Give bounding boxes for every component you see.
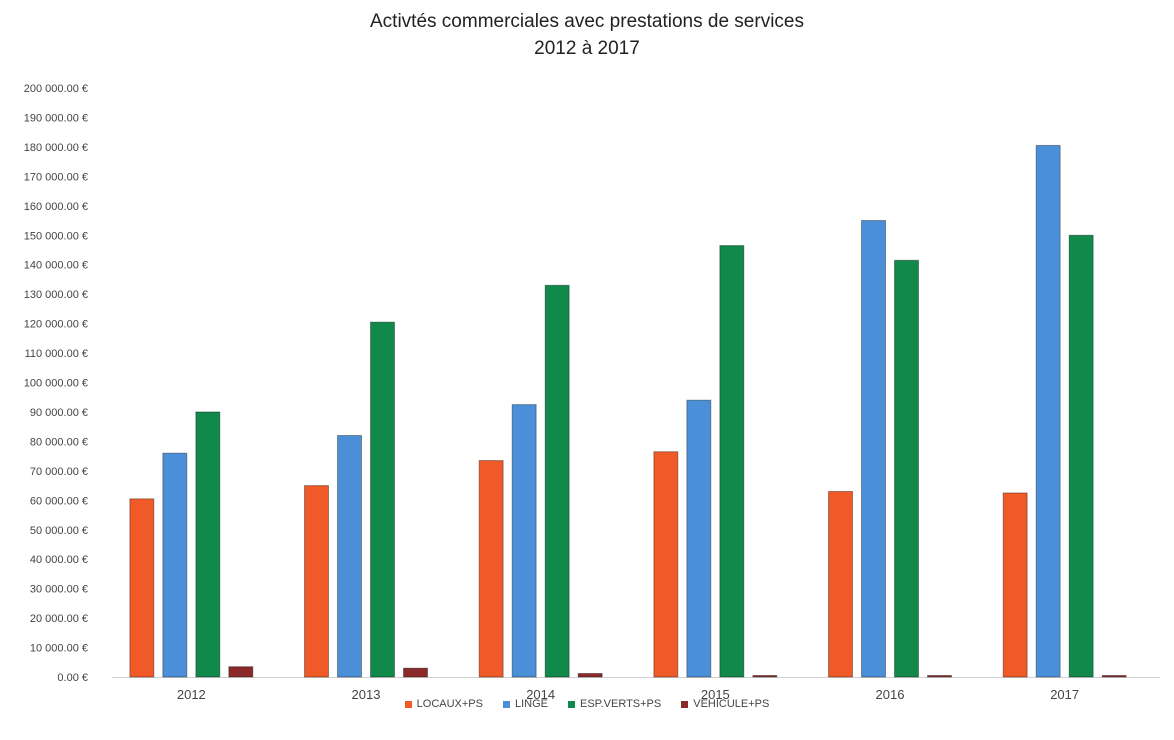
legend-label: LOCAUX+PS xyxy=(416,698,483,710)
bar-esp-verts-ps-2014 xyxy=(544,284,570,678)
bar-locaux-ps-2016 xyxy=(828,490,853,678)
x-tick-label: 2017 xyxy=(1050,687,1079,702)
y-tick-label: 110 000.00 € xyxy=(25,348,88,360)
x-axis: 2012 2013 2014 2015 2016 2017 xyxy=(177,687,1079,702)
y-tick-label: 120 000.00 € xyxy=(24,319,88,331)
y-tick-label: 80 000.00 € xyxy=(30,436,88,448)
chart-title-block: Activtés commerciales avec prestations d… xyxy=(0,8,1174,62)
bar-linge-2016 xyxy=(861,220,886,678)
legend-swatch xyxy=(404,700,412,708)
y-tick-label: 20 000.00 € xyxy=(30,613,88,625)
y-tick-label: 140 000.00 € xyxy=(24,260,88,272)
bar-esp-verts-ps-2015 xyxy=(719,245,745,678)
x-tick-label: 2014 xyxy=(526,687,555,702)
x-tick-label: 2016 xyxy=(876,687,905,702)
y-tick-label: 100 000.00 € xyxy=(24,378,88,390)
y-tick-label: 50 000.00 € xyxy=(30,525,88,537)
bar-vehicule-ps-2014 xyxy=(577,672,603,678)
y-tick-label: 170 000.00 € xyxy=(24,171,88,183)
bar-esp-verts-ps-2012 xyxy=(195,411,221,678)
y-tick-label: 60 000.00 € xyxy=(30,495,88,507)
legend-label: VEHICULE+PS xyxy=(693,698,770,710)
y-tick-label: 0.00 € xyxy=(57,672,88,684)
bar-esp-verts-ps-2017 xyxy=(1068,234,1094,678)
bar-vehicule-ps-2013 xyxy=(403,667,428,678)
bar-vehicule-ps-2017 xyxy=(1101,675,1127,678)
legend-label: ESP.VERTS+PS xyxy=(580,698,662,710)
bar-linge-2012 xyxy=(162,452,188,678)
legend-swatch xyxy=(568,700,575,708)
bar-vehicule-ps-2016 xyxy=(927,675,952,678)
legend-item: LOCAUX+PS xyxy=(404,698,483,710)
bar-linge-2013 xyxy=(337,435,362,678)
legend-item: ESP.VERTS+PS xyxy=(568,698,661,710)
x-tick-label: 2012 xyxy=(177,687,206,702)
legend-swatch xyxy=(681,700,689,708)
legend-item: VEHICULE+PS xyxy=(681,698,769,710)
y-axis: 0.00 € 10 000.00 € 20 000.00 € 30 000.00 € 4… xyxy=(24,83,1160,684)
bar-linge-2014 xyxy=(511,404,537,678)
legend-label: LINGE xyxy=(514,698,548,710)
y-tick-label: 200 000.00 € xyxy=(24,83,88,95)
bar-vehicule-ps-2015 xyxy=(752,675,778,678)
y-tick-label: 190 000.00 € xyxy=(24,112,88,124)
y-tick-label: 40 000.00 € xyxy=(30,554,88,566)
x-tick-label: 2015 xyxy=(701,687,730,702)
bar-locaux-ps-2012 xyxy=(129,498,155,678)
bar-locaux-ps-2017 xyxy=(1002,492,1028,678)
chart-subtitle: 2012 à 2017 xyxy=(534,38,640,59)
y-tick-label: 130 000.00 € xyxy=(24,289,88,301)
y-tick-label: 30 000.00 € xyxy=(30,584,88,596)
y-tick-label: 150 000.00 € xyxy=(24,230,88,242)
bar-linge-2015 xyxy=(686,399,712,678)
y-tick-label: 90 000.00 € xyxy=(30,407,88,419)
legend-item: LINGE xyxy=(502,698,548,710)
y-tick-label: 70 000.00 € xyxy=(30,466,88,478)
chart-title: Activtés commerciales avec prestations d… xyxy=(370,11,804,32)
legend-swatch xyxy=(502,700,510,708)
y-tick-label: 10 000.00 € xyxy=(30,643,88,655)
x-tick-label: 2013 xyxy=(352,687,381,702)
y-tick-label: 160 000.00 € xyxy=(24,201,88,213)
bar-locaux-ps-2015 xyxy=(653,451,679,678)
y-tick-label: 180 000.00 € xyxy=(24,142,88,154)
bar-locaux-ps-2013 xyxy=(304,485,329,678)
chart-legend: LOCAUX+PS LINGE ESP.VERTS+PS VEHICULE+PS xyxy=(0,698,1174,710)
bar-linge-2017 xyxy=(1035,144,1061,678)
bar-esp-verts-ps-2016 xyxy=(894,259,919,678)
bar-locaux-ps-2014 xyxy=(478,460,504,678)
bars-group xyxy=(129,144,1127,678)
bar-esp-verts-ps-2013 xyxy=(370,321,395,678)
bar-vehicule-ps-2012 xyxy=(228,666,254,678)
